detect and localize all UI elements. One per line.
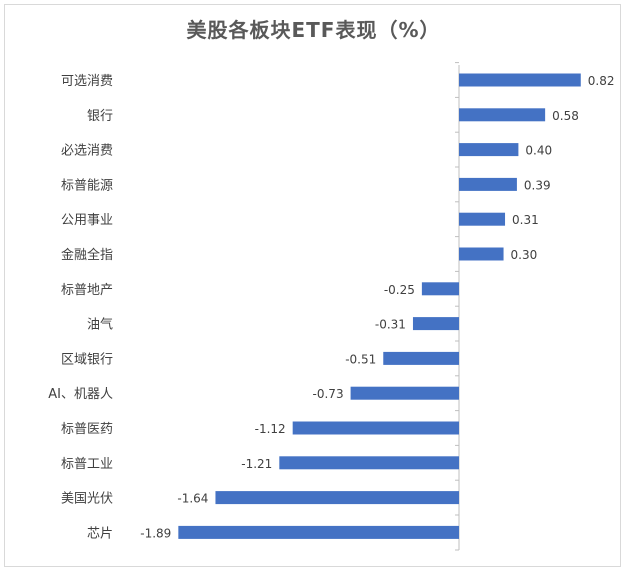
bar (279, 456, 459, 470)
value-label: -1.89 (140, 526, 171, 540)
bar (459, 247, 504, 261)
value-label: 0.30 (511, 248, 538, 262)
bar (350, 386, 459, 400)
bar (459, 177, 517, 191)
category-label: AI、机器人 (48, 387, 113, 402)
bar (383, 351, 459, 365)
value-label: -1.12 (255, 422, 286, 436)
bar (459, 143, 519, 157)
bar (459, 212, 506, 226)
bar (459, 108, 546, 122)
category-label: 芯片 (87, 526, 113, 541)
category-label: 标普医药 (61, 422, 113, 437)
category-label: 标普工业 (61, 457, 113, 472)
bar (178, 525, 459, 539)
bar (459, 73, 581, 87)
bar (215, 491, 459, 505)
value-label: -0.51 (345, 352, 376, 366)
value-label: 0.39 (524, 178, 551, 192)
category-label: 银行 (87, 109, 113, 124)
value-label: -1.64 (177, 492, 208, 506)
category-label: 金融全指 (61, 247, 113, 263)
category-label: 标普能源 (61, 178, 113, 193)
value-label: 0.82 (588, 74, 615, 88)
category-label: 必选消费 (61, 144, 113, 159)
bar (292, 421, 459, 435)
chart-title: 美股各板块ETF表现（%） (186, 18, 441, 42)
chart-frame (4, 4, 621, 567)
category-label: 可选消费 (61, 74, 113, 89)
category-label: 油气 (87, 317, 113, 333)
category-label: 标普地产 (61, 283, 113, 298)
value-label: 0.31 (512, 213, 539, 227)
category-label: 美国光伏 (61, 492, 113, 507)
value-label: -0.25 (384, 283, 415, 297)
bar (421, 282, 459, 296)
value-label: -0.31 (375, 318, 406, 332)
value-label: 0.58 (552, 109, 579, 123)
category-label: 区域银行 (61, 352, 113, 367)
value-label: -0.73 (313, 387, 344, 401)
value-label: 0.40 (525, 144, 552, 158)
value-label: -1.21 (241, 457, 272, 471)
bar (412, 317, 459, 331)
category-label: 公用事业 (61, 213, 113, 228)
